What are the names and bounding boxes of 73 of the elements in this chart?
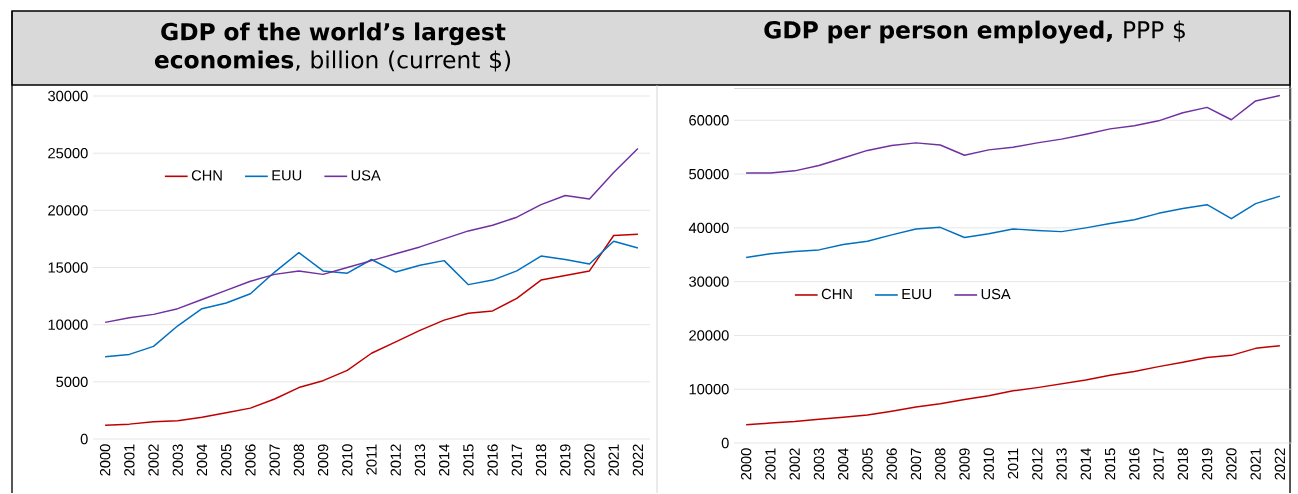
x-tick-label: 2001 — [124, 444, 135, 476]
legend-label: EUU — [272, 170, 302, 181]
legend-label: USA — [981, 289, 1011, 300]
legend-label: CHN — [821, 289, 852, 300]
x-tick-label: 2015 — [463, 444, 474, 476]
x-tick-label: 2019 — [560, 444, 571, 476]
x-tick-label: 2005 — [862, 448, 873, 480]
x-tick-label: 2022 — [632, 444, 644, 476]
x-tick-label: 2012 — [1032, 448, 1043, 480]
chart-title: GDP of the world’s largest economies, billion (current $) — [154, 22, 511, 72]
x-tick-label: 2020 — [1226, 448, 1237, 480]
chart-title: GDP per person employed, PPP $ — [764, 20, 1185, 44]
y-tick-label: 10000 — [689, 384, 729, 395]
x-tick-label: 2012 — [390, 444, 401, 476]
x-tick-label: 2006 — [886, 448, 897, 480]
y-tick-label: 50000 — [689, 169, 729, 180]
x-tick-label: 2004 — [196, 444, 208, 476]
x-tick-label: 2018 — [1177, 448, 1189, 480]
x-tick-label: 2004 — [838, 448, 849, 480]
line-series — [745, 195, 1281, 259]
x-tick-label: 2016 — [1129, 448, 1140, 480]
legend-label: EUU — [902, 289, 932, 300]
x-tick-label: 2009 — [317, 444, 329, 476]
x-tick-label: 2020 — [584, 444, 595, 476]
x-tick-label: 2021 — [1250, 448, 1261, 480]
x-tick-label: 2014 — [1080, 448, 1091, 480]
y-tick-label: 25000 — [48, 148, 88, 159]
x-tick-label: 2006 — [245, 444, 256, 476]
x-tick-label: 2003 — [172, 444, 183, 476]
x-tick-label: 2013 — [414, 444, 426, 476]
line-series — [104, 233, 639, 427]
x-tick-label: 2010 — [983, 448, 994, 480]
y-tick-label: 15000 — [48, 262, 88, 273]
x-tick-label: 2016 — [487, 444, 498, 476]
x-tick-label: 2022 — [1274, 448, 1286, 480]
legend-label: CHN — [191, 170, 222, 181]
x-tick-label: 2007 — [910, 448, 922, 480]
x-tick-label: 2011 — [366, 444, 377, 475]
x-tick-label: 2010 — [342, 444, 353, 476]
x-tick-label: 2011 — [1007, 448, 1019, 479]
y-tick-label: 0 — [721, 437, 729, 449]
x-tick-label: 2017 — [1153, 448, 1164, 480]
x-tick-label: 2015 — [1104, 448, 1116, 480]
x-tick-label: 2021 — [608, 444, 619, 476]
x-tick-label: 2002 — [789, 448, 800, 480]
y-tick-label: 20000 — [48, 205, 88, 216]
x-tick-label: 2008 — [935, 448, 946, 480]
x-tick-label: 2018 — [535, 444, 547, 476]
x-tick-label: 2005 — [221, 444, 232, 476]
line-series — [745, 94, 1281, 174]
x-tick-label: 2007 — [269, 444, 280, 476]
x-tick-label: 2003 — [813, 448, 825, 480]
x-tick-label: 2008 — [293, 444, 305, 476]
x-tick-label: 2000 — [740, 448, 752, 480]
y-tick-label: 30000 — [689, 276, 729, 287]
y-tick-label: 30000 — [48, 90, 88, 102]
y-tick-label: 40000 — [688, 222, 729, 234]
line-series — [104, 148, 639, 324]
y-tick-label: 0 — [80, 433, 88, 445]
y-tick-label: 20000 — [689, 330, 729, 341]
legend-label: USA — [351, 170, 381, 181]
x-tick-label: 2002 — [148, 444, 159, 476]
x-tick-label: 2014 — [438, 444, 450, 476]
x-tick-label: 2001 — [765, 448, 776, 480]
x-tick-label: 2000 — [99, 444, 111, 476]
x-tick-label: 2019 — [1201, 448, 1213, 480]
x-tick-label: 2013 — [1056, 448, 1067, 480]
y-tick-label: 10000 — [48, 319, 88, 331]
y-tick-label: 60000 — [689, 115, 729, 126]
line-series — [104, 240, 639, 358]
y-tick-label: 5000 — [56, 376, 88, 388]
x-tick-label: 2009 — [959, 448, 970, 480]
x-tick-label: 2017 — [511, 444, 523, 476]
